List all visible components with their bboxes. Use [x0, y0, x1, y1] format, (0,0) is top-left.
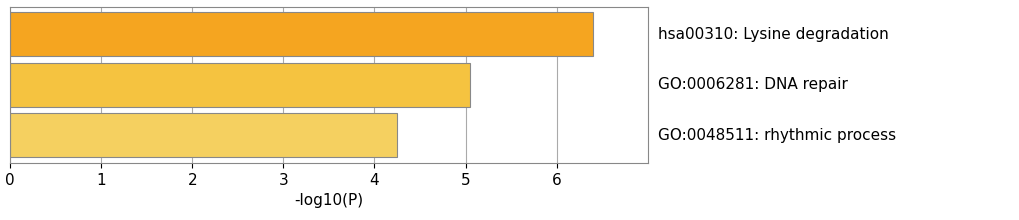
Bar — [10, 113, 396, 157]
Text: GO:0048511: rhythmic process: GO:0048511: rhythmic process — [657, 128, 895, 143]
Bar — [10, 12, 592, 57]
Text: GO:0006281: DNA repair: GO:0006281: DNA repair — [657, 77, 847, 92]
Bar — [10, 62, 470, 107]
X-axis label: -log10(P): -log10(P) — [294, 193, 363, 208]
Text: hsa00310: Lysine degradation: hsa00310: Lysine degradation — [657, 27, 888, 42]
